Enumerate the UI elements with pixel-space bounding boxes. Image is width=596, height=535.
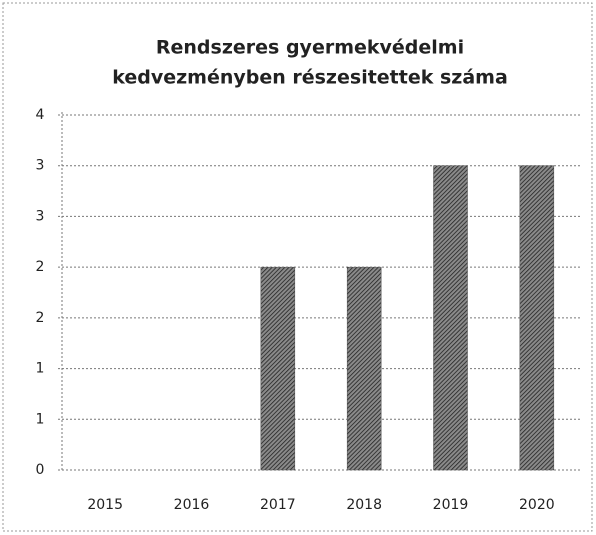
x-tick-label: 2015: [87, 497, 123, 513]
x-tick-label: 2018: [346, 497, 382, 513]
bar: [433, 165, 468, 471]
y-tick-label: 4: [36, 107, 45, 123]
y-tick-label: 0: [36, 462, 45, 478]
y-tick-label: 2: [36, 259, 45, 275]
x-tick-label: 2020: [519, 497, 555, 513]
y-tick-label: 3: [36, 158, 45, 174]
y-tick-label: 1: [36, 411, 45, 427]
chart-title: kedvezményben részesitettek száma: [112, 67, 508, 89]
chart-title: Rendszeres gyermekvédelmi: [156, 37, 464, 59]
bar: [519, 165, 555, 471]
bar: [260, 266, 296, 471]
x-tick-label: 2017: [260, 497, 296, 513]
y-tick-label: 3: [36, 208, 45, 224]
bar: [346, 266, 382, 471]
x-tick-label: 2016: [174, 497, 210, 513]
y-tick-label: 1: [36, 361, 45, 377]
y-tick-label: 2: [36, 310, 45, 326]
x-tick-label: 2019: [433, 497, 469, 513]
